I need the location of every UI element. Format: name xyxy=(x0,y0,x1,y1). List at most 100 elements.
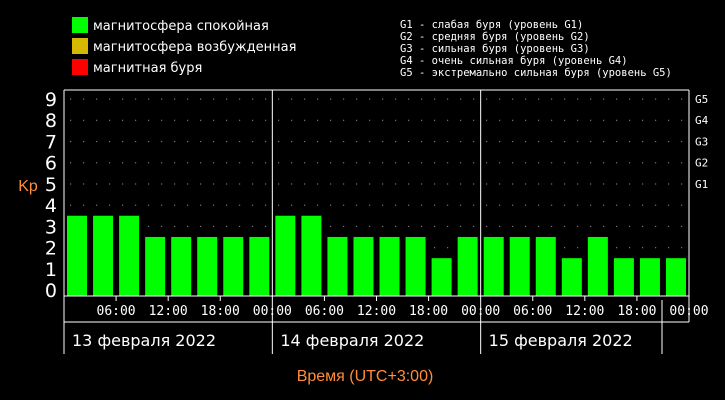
grid-dot xyxy=(447,162,449,164)
x-tick-label: 06:00 xyxy=(513,304,552,319)
grid-dot xyxy=(538,98,540,100)
grid-dot xyxy=(512,140,514,143)
grid-dot xyxy=(564,119,566,121)
grid-dot xyxy=(447,140,449,143)
grid-dot xyxy=(382,140,384,143)
grid-dot xyxy=(499,204,501,206)
grid-dot xyxy=(525,162,527,164)
grid-dot xyxy=(486,204,488,206)
grid-dot xyxy=(343,183,345,185)
grid-dot xyxy=(356,98,358,100)
day-labels: 13 февраля 2022 14 февраля 2022 15 февраля… xyxy=(72,331,633,350)
grid-dot xyxy=(252,204,254,206)
grid-dot xyxy=(668,204,670,206)
grid-dot xyxy=(96,183,98,185)
grid-dot xyxy=(408,204,410,206)
grid-dot xyxy=(291,204,293,206)
grid-dot xyxy=(603,204,605,206)
grid-dot xyxy=(486,98,488,100)
grid-dot xyxy=(525,98,527,100)
grid-dot xyxy=(278,98,280,100)
grid-dot xyxy=(616,98,618,100)
grid-dot xyxy=(512,204,514,206)
grid-dot xyxy=(616,140,618,143)
grid-dot xyxy=(460,119,462,121)
grid-dot xyxy=(642,140,644,143)
grid-dot xyxy=(330,119,332,121)
grid-dot xyxy=(395,225,397,228)
grid-dot xyxy=(434,140,436,143)
grid-dot xyxy=(213,225,215,228)
grid-dot xyxy=(265,183,267,185)
grid-dot xyxy=(278,119,280,121)
grid-dot xyxy=(577,204,579,206)
grid-dot xyxy=(252,162,254,164)
grid-dot xyxy=(382,183,384,185)
kp-bar xyxy=(93,215,114,296)
grid-dot xyxy=(96,204,98,206)
x-tick-label: 18:00 xyxy=(409,304,448,319)
storm-scale-g5: G5 - экстремально сильная буря (уровень … xyxy=(400,67,672,79)
grid-dot xyxy=(174,119,176,121)
grid-dot xyxy=(681,247,683,249)
kp-bar xyxy=(223,236,244,296)
grid-dot xyxy=(96,98,98,100)
grid-dot xyxy=(577,119,579,121)
grid-dot xyxy=(200,140,202,143)
grid-dot xyxy=(135,98,137,100)
grid-dot xyxy=(109,162,111,164)
grid-dot xyxy=(304,162,306,164)
x-tick-label: 12:00 xyxy=(357,304,396,319)
grid-dot xyxy=(668,119,670,121)
grid-dot xyxy=(577,183,579,185)
grid-dot xyxy=(174,183,176,185)
grid-dot xyxy=(499,162,501,164)
grid-dot xyxy=(213,183,215,185)
grid-dot xyxy=(447,247,449,249)
grid-dot xyxy=(356,162,358,164)
grid-dot xyxy=(213,98,215,100)
grid-dot xyxy=(291,98,293,100)
grid-dot xyxy=(603,98,605,100)
grid-dot xyxy=(174,204,176,206)
grid-dot xyxy=(486,140,488,143)
y-tick-label: 1 xyxy=(45,259,57,281)
grid-dot xyxy=(304,183,306,185)
grid-dot xyxy=(83,204,85,206)
kp-bar xyxy=(145,236,166,296)
grid-dot xyxy=(525,140,527,143)
grid-dot xyxy=(343,162,345,164)
grid-dot xyxy=(421,183,423,185)
kp-bar xyxy=(249,236,270,296)
grid-dot xyxy=(200,162,202,164)
grid-dot xyxy=(590,98,592,100)
grid-dot xyxy=(122,162,124,164)
grid-dot xyxy=(239,98,241,100)
grid-dot xyxy=(265,98,267,100)
grid-dot xyxy=(122,183,124,185)
grid-dot xyxy=(668,98,670,100)
grid-dot xyxy=(486,183,488,185)
legend-swatch-active xyxy=(72,38,88,54)
grid-dot xyxy=(564,140,566,143)
grid-dot xyxy=(213,140,215,143)
grid-dot xyxy=(382,204,384,206)
g-level-label: G2 xyxy=(695,157,708,170)
grid-dot xyxy=(135,183,137,185)
grid-dot xyxy=(642,98,644,100)
kp-bar xyxy=(171,236,192,296)
grid-dot xyxy=(551,225,553,228)
grid-dot xyxy=(421,140,423,143)
grid-dot xyxy=(577,225,579,228)
grid-dot xyxy=(174,140,176,143)
grid-dot xyxy=(70,119,72,121)
grid-dot xyxy=(317,119,319,121)
grid-dot xyxy=(226,162,228,164)
grid-dot xyxy=(369,119,371,121)
y-tick-label: 6 xyxy=(45,153,57,175)
grid-dot xyxy=(291,140,293,143)
grid-dot xyxy=(304,98,306,100)
grid-dot xyxy=(551,140,553,143)
